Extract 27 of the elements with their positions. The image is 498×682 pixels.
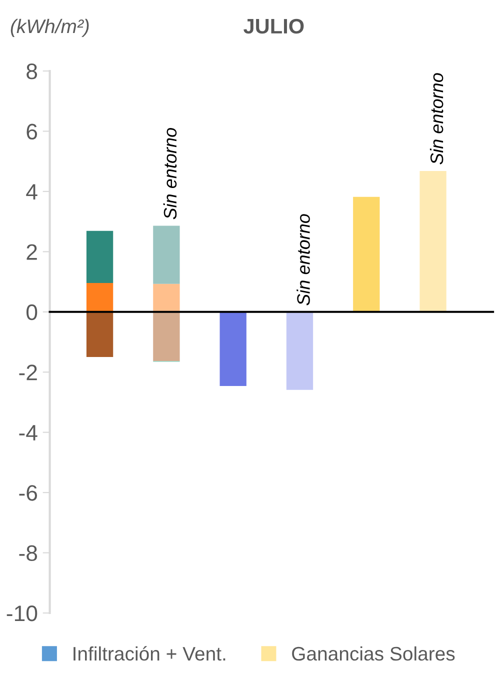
y-tick-label: -2 bbox=[19, 364, 37, 380]
y-tick-label: -8 bbox=[19, 545, 38, 562]
bar bbox=[353, 196, 380, 312]
y-tick-label: 8 bbox=[26, 64, 38, 80]
y-tick-label: -4 bbox=[19, 425, 38, 440]
y-tick-label: 0 bbox=[26, 304, 38, 320]
bar bbox=[153, 312, 180, 361]
legend-label: Ganancias Solares bbox=[292, 646, 455, 661]
bar bbox=[420, 170, 446, 312]
data-label: Sin entorno bbox=[163, 128, 177, 220]
y-tick-label: -6 bbox=[19, 485, 38, 501]
bar bbox=[86, 312, 114, 358]
legend-label: Infiltración + Vent. bbox=[74, 646, 226, 661]
y-tick-label: -10 bbox=[6, 606, 38, 622]
bar bbox=[220, 312, 246, 386]
y-axis-title: (kWh/m²) bbox=[10, 18, 89, 38]
data-label: Sin entorno bbox=[430, 73, 444, 164]
y-tick-label: 6 bbox=[26, 124, 38, 140]
bar bbox=[153, 226, 180, 284]
bar bbox=[86, 230, 114, 283]
y-tick-label: 2 bbox=[26, 244, 37, 260]
bar bbox=[153, 284, 180, 312]
chart-title: JULIO bbox=[244, 18, 304, 34]
y-tick-label: 4 bbox=[26, 184, 38, 200]
data-label: Sin entorno bbox=[296, 214, 310, 306]
bar bbox=[86, 282, 114, 312]
bar bbox=[286, 312, 314, 390]
